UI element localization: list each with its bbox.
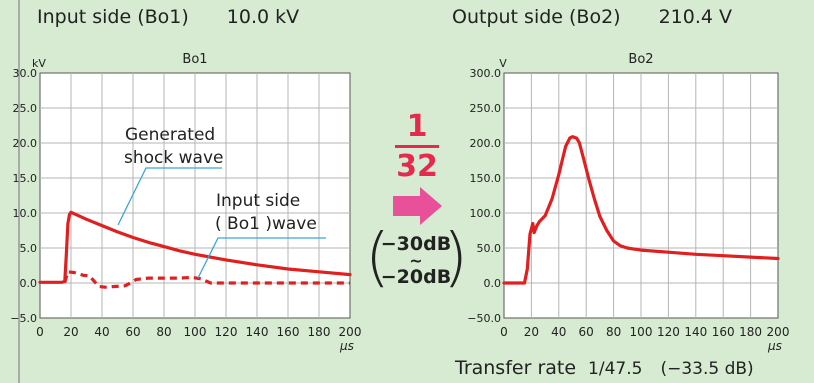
x-tick-label: 80 bbox=[606, 325, 621, 339]
transfer-rate-value: 1/47.5 bbox=[588, 359, 643, 379]
transfer-ratio: 1 32 bbox=[392, 112, 442, 182]
annotation-leader-line bbox=[117, 167, 222, 226]
annotation-text: shock wave bbox=[124, 148, 223, 168]
right-paren: ) bbox=[443, 221, 468, 295]
y-tick-label: 250.0 bbox=[470, 102, 502, 115]
x-tick-label: 180 bbox=[308, 325, 331, 339]
input-side-value: 10.0 kV bbox=[226, 6, 300, 28]
y-tick-label: 30.0 bbox=[13, 67, 38, 80]
y-axis-unit: kV bbox=[32, 57, 46, 70]
output-side-value: 210.4 V bbox=[658, 6, 733, 28]
y-tick-label: 10.0 bbox=[13, 207, 38, 220]
x-tick-label: 60 bbox=[125, 325, 140, 339]
chart-title: Bo1 bbox=[182, 52, 207, 67]
y-tick-label: 0.0 bbox=[20, 277, 38, 290]
ratio-numerator: 1 bbox=[406, 109, 428, 144]
output-side-header: Output side (Bo2) 210.4 V bbox=[452, 6, 732, 28]
x-tick-label: 140 bbox=[246, 325, 269, 339]
x-tick-label: 180 bbox=[739, 325, 762, 339]
annotation-leader-line bbox=[197, 237, 326, 279]
y-axis-unit: V bbox=[499, 57, 507, 70]
x-tick-label: 200 bbox=[767, 325, 790, 339]
x-tick-label: 160 bbox=[277, 325, 300, 339]
left-border-line bbox=[18, 0, 20, 383]
x-tick-label: 100 bbox=[184, 325, 207, 339]
y-tick-label: 100.0 bbox=[470, 207, 502, 220]
x-tick-label: 140 bbox=[684, 325, 707, 339]
chart-title: Bo2 bbox=[628, 52, 653, 67]
x-tick-label: 80 bbox=[156, 325, 171, 339]
x-tick-label: 120 bbox=[215, 325, 238, 339]
annotation-text: Input side bbox=[216, 191, 300, 211]
db-top: −30dB bbox=[380, 233, 452, 255]
y-tick-label: 300.0 bbox=[470, 67, 502, 80]
y-tick-label: 5.0 bbox=[20, 242, 38, 255]
x-tick-label: 160 bbox=[712, 325, 735, 339]
series-line-dashed bbox=[63, 270, 350, 289]
series-line-solid bbox=[502, 135, 780, 285]
y-tick-label: 50.0 bbox=[477, 242, 502, 255]
x-tick-label: 0 bbox=[36, 325, 44, 339]
db-range: −30dB ~ −20dB bbox=[376, 234, 456, 288]
x-tick-label: 0 bbox=[500, 325, 508, 339]
y-tick-label: 20.0 bbox=[13, 137, 38, 150]
x-axis-unit: μs bbox=[339, 339, 354, 353]
y-tick-label: 15.0 bbox=[13, 172, 38, 185]
x-tick-label: 40 bbox=[551, 325, 566, 339]
y-tick-label: 150.0 bbox=[470, 172, 502, 185]
input-side-label: Input side (Bo1) bbox=[37, 6, 189, 28]
y-tick-label: 0.0 bbox=[484, 277, 502, 290]
x-tick-label: 20 bbox=[524, 325, 539, 339]
transfer-rate-footer: Transfer rate 1/47.5 (−33.5 dB) bbox=[455, 357, 754, 379]
y-tick-label: −50.0 bbox=[467, 312, 501, 325]
y-tick-label: −5.0 bbox=[10, 312, 37, 325]
transfer-arrow-icon bbox=[393, 187, 442, 225]
bo2-chart: 0 20 40 60 80 100 120 140 160 180 200 300.0 250.0 200… bbox=[467, 52, 789, 353]
bo1-chart: 0 20 40 60 80 100 120 140 160 180 200 30.0 25.0 20.0 1… bbox=[10, 52, 361, 353]
x-tick-label: 60 bbox=[579, 325, 594, 339]
fraction-bar bbox=[395, 145, 439, 148]
series-line-solid bbox=[38, 210, 352, 284]
x-tick-label: 40 bbox=[94, 325, 109, 339]
y-tick-label: 25.0 bbox=[13, 102, 38, 115]
x-tick-label: 100 bbox=[630, 325, 653, 339]
transfer-rate-label: Transfer rate bbox=[455, 357, 577, 379]
left-paren: ( bbox=[365, 221, 390, 295]
annotation-text: Generated bbox=[125, 125, 215, 145]
x-axis-unit: μs bbox=[767, 339, 782, 353]
x-tick-label: 200 bbox=[339, 325, 362, 339]
db-tilde: ~ bbox=[409, 251, 423, 270]
db-bottom: −20dB bbox=[380, 266, 452, 288]
x-tick-label: 120 bbox=[657, 325, 680, 339]
ratio-denominator: 32 bbox=[396, 149, 438, 184]
y-tick-label: 200.0 bbox=[470, 137, 502, 150]
x-tick-label: 20 bbox=[63, 325, 78, 339]
input-side-header: Input side (Bo1) 10.0 kV bbox=[37, 6, 299, 28]
transfer-rate-db: (−33.5 dB) bbox=[660, 359, 754, 379]
annotation-text: ( Bo1 )wave bbox=[215, 214, 317, 234]
output-side-label: Output side (Bo2) bbox=[452, 6, 621, 28]
